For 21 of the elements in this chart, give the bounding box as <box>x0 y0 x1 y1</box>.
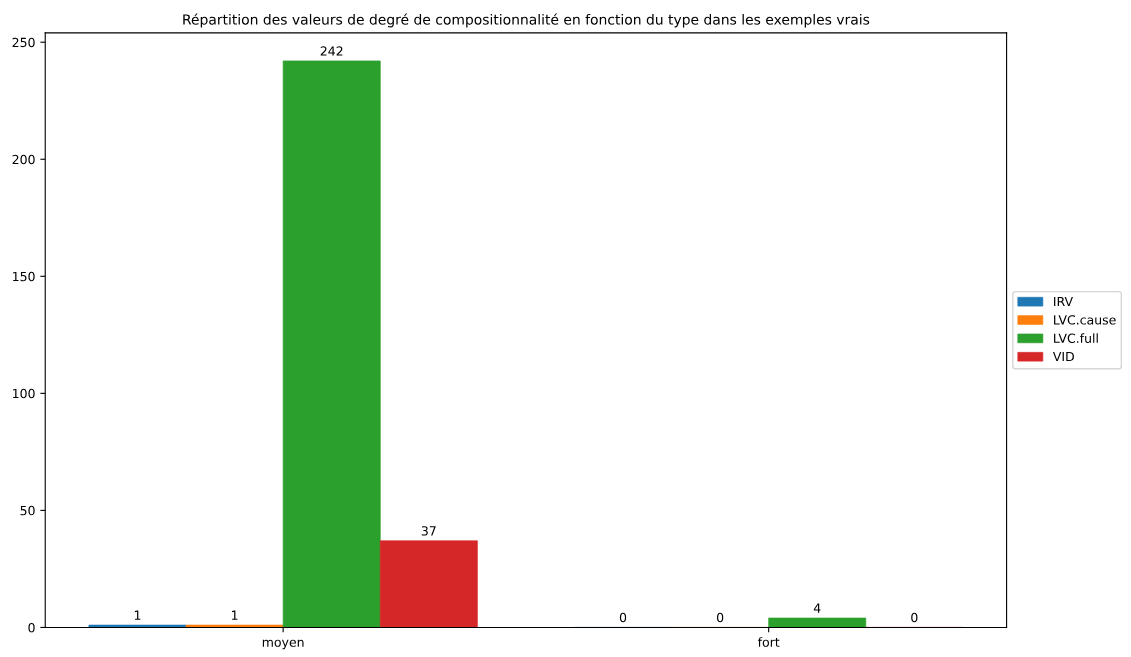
y-tick-label: 250 <box>12 37 35 48</box>
legend-label: VID <box>1052 352 1074 362</box>
legend-label: IRV <box>1054 296 1073 307</box>
data-label: 242 <box>320 46 343 56</box>
chart-title: Répartition des valeurs de degré de compositionnalité en fonction du type dans les exemples vrais <box>183 13 870 28</box>
data-label: 0 <box>619 612 627 623</box>
data-label: 1 <box>231 610 238 620</box>
data-label: 37 <box>421 526 436 536</box>
y-tick-label: 100 <box>13 388 35 399</box>
data-label: 1 <box>134 610 141 620</box>
y-tick-label: 150 <box>13 271 35 282</box>
data-label: 4 <box>813 603 821 613</box>
legend-label: LVC.full <box>1054 333 1098 343</box>
x-tick-label: fort <box>757 637 780 647</box>
y-tick-label: 50 <box>20 505 35 516</box>
legend-label: LVC.cause <box>1054 315 1116 325</box>
x-tick-label: moyen <box>262 639 304 650</box>
data-label: 0 <box>911 612 918 623</box>
data-label: 0 <box>716 612 724 623</box>
y-tick-label: 0 <box>28 622 35 633</box>
y-tick-label: 200 <box>12 154 35 165</box>
